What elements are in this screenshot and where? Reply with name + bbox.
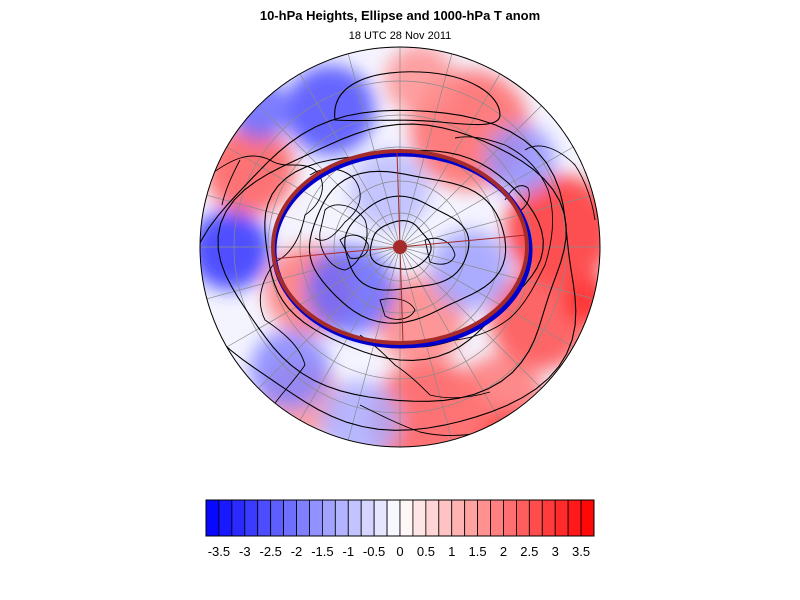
coastline [319, 204, 368, 271]
ellipse-center-marker [393, 240, 407, 254]
meridian-line [258, 246, 401, 389]
meridian-line [258, 105, 401, 248]
coastline [221, 159, 241, 206]
meridian-line [399, 246, 542, 389]
coastline [424, 237, 456, 265]
height-contour [200, 109, 577, 431]
colorbar-box [309, 499, 323, 537]
ellipse-outline [271, 149, 529, 345]
colorbar-tick-label: -3 [239, 544, 251, 559]
colorbar-tick-label: -1.5 [311, 544, 333, 559]
colorbar-box [270, 499, 285, 537]
colorbar-box [205, 499, 220, 537]
colorbar-tick-label: 2.5 [520, 544, 538, 559]
colorbar-box [373, 499, 388, 537]
meridian-line [347, 53, 401, 248]
anomaly-blob [285, 65, 375, 155]
coastline [339, 234, 369, 259]
meridian-line [399, 246, 574, 348]
colorbar-box [231, 499, 246, 537]
colorbar-labels: -3.5 -3 -2.5 -2 -1.5 -1 -0.5 0 0.5 1 1.5 2 2.5 3 3.5 [208, 544, 590, 559]
meridian-line [206, 246, 401, 300]
colorbar-box [399, 499, 414, 537]
colorbar-box [451, 499, 466, 537]
colorbar-box [464, 499, 479, 537]
colorbar-tick-label: -0.5 [363, 544, 385, 559]
meridian-line [226, 146, 401, 248]
height-contour [264, 150, 544, 361]
colorbar-tick-label: -3.5 [208, 544, 230, 559]
colorbar-box [503, 499, 517, 537]
height-contour [334, 71, 501, 126]
height-contour [344, 195, 470, 291]
height-contour [217, 123, 567, 402]
colorbar-boxes [205, 499, 595, 537]
anomaly-blob [385, 47, 455, 115]
colorbar-box [528, 499, 543, 537]
anomaly-blob [505, 175, 600, 285]
height-contour [369, 220, 432, 270]
coastline [504, 185, 530, 213]
colorbar-box [296, 499, 310, 537]
colorbar-box [321, 499, 336, 537]
colorbar-tick-label: 0.5 [417, 544, 435, 559]
vortex-ellipse [271, 149, 533, 349]
colorbar-tick-label: -2.5 [259, 544, 281, 559]
height-contour [308, 170, 507, 324]
colorbar-tick-label: -2 [291, 544, 303, 559]
colorbar-outline [205, 499, 595, 537]
colorbar-box [425, 499, 440, 537]
colorbar-tick-label: 1.5 [469, 544, 487, 559]
colorbar-box [334, 499, 349, 537]
colorbar-box [490, 499, 504, 537]
colorbar-box [360, 499, 375, 537]
colorbar-tick-label: 3 [552, 544, 559, 559]
colorbar-box [244, 499, 259, 537]
globe-outline [199, 46, 601, 448]
colorbar-box [218, 499, 233, 537]
colorbar-tick-label: -1 [343, 544, 355, 559]
colorbar-tick-label: 1 [448, 544, 455, 559]
colorbar-box [567, 499, 582, 537]
colorbar-tick-label: 3.5 [572, 544, 590, 559]
colorbar-box [257, 499, 272, 537]
colorbar-tick-label: 2 [500, 544, 507, 559]
colorbar-box [477, 499, 491, 537]
colorbar-box [541, 499, 556, 537]
colorbar-box [412, 499, 427, 537]
height-contours [200, 71, 577, 431]
colorbar-box [580, 499, 595, 537]
coastline [524, 145, 596, 221]
chart-subtitle: 18 UTC 28 Nov 2011 [348, 30, 452, 42]
meridian-line [399, 146, 574, 248]
meridian-line [226, 246, 401, 348]
meridian-line [399, 105, 542, 248]
meridian-line [399, 246, 594, 300]
colorbar-box [386, 499, 401, 537]
coastline [379, 298, 416, 320]
colorbar-box [283, 499, 297, 537]
anomaly-blob [565, 275, 600, 325]
anomaly-blob [200, 210, 270, 290]
colorbar-box [554, 499, 569, 537]
colorbar-box [438, 499, 453, 537]
colorbar-tick-label: 0 [396, 544, 403, 559]
colorbar-box [347, 499, 362, 537]
colorbar-box [516, 499, 530, 537]
chart-title: 10-hPa Heights, Ellipse and 1000-hPa T a… [259, 8, 541, 23]
